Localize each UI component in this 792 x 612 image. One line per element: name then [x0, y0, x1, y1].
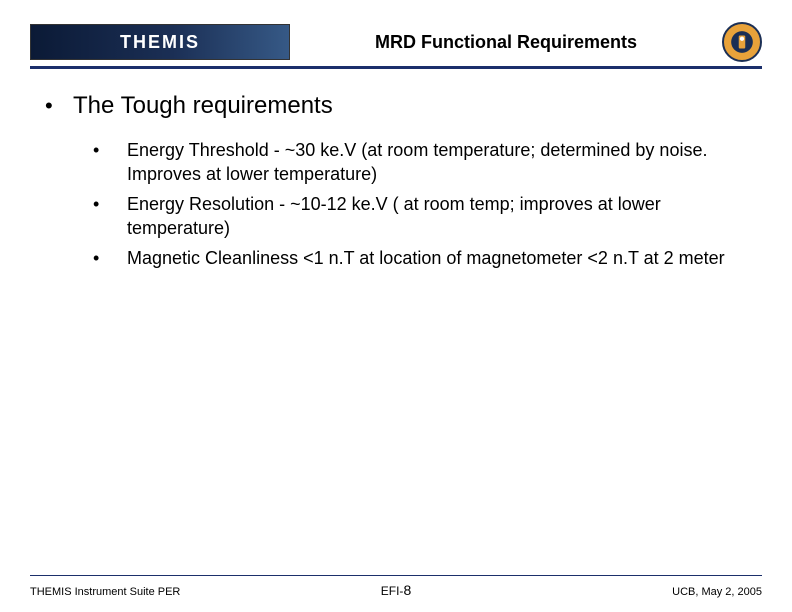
requirements-list: • Energy Threshold - ~30 ke.V (at room t… [93, 138, 747, 270]
heading-text: The Tough requirements [73, 92, 333, 120]
themis-logo: THEMIS [30, 24, 290, 60]
mission-badge-icon [722, 22, 762, 62]
slide-footer: THEMIS Instrument Suite PER EFI-8 UCB, M… [30, 582, 762, 598]
list-item-text: Energy Threshold - ~30 ke.V (at room tem… [127, 138, 727, 186]
list-item: • Energy Threshold - ~30 ke.V (at room t… [93, 138, 747, 186]
slide: THEMIS MRD Functional Requirements • The… [0, 0, 792, 612]
list-item-text: Magnetic Cleanliness <1 n.T at location … [127, 246, 725, 270]
list-item: • Energy Resolution - ~10-12 ke.V ( at r… [93, 192, 747, 240]
footer-left: THEMIS Instrument Suite PER [30, 586, 274, 598]
bullet-icon: • [93, 246, 127, 270]
logo-text: THEMIS [120, 32, 200, 53]
footer-rule [30, 575, 762, 576]
heading-row: • The Tough requirements [45, 92, 747, 120]
footer-right: UCB, May 2, 2005 [518, 586, 762, 598]
page-number: 8 [403, 582, 411, 598]
slide-title: MRD Functional Requirements [290, 32, 722, 53]
header-rule [30, 66, 762, 69]
list-item: • Magnetic Cleanliness <1 n.T at locatio… [93, 246, 747, 270]
bullet-icon: • [45, 92, 73, 120]
footer-center: EFI-8 [274, 582, 518, 598]
footer-center-prefix: EFI- [381, 584, 404, 598]
slide-header: THEMIS MRD Functional Requirements [30, 22, 762, 62]
list-item-text: Energy Resolution - ~10-12 ke.V ( at roo… [127, 192, 727, 240]
bullet-icon: • [93, 192, 127, 216]
content-area: • The Tough requirements • Energy Thresh… [45, 92, 747, 276]
bullet-icon: • [93, 138, 127, 162]
